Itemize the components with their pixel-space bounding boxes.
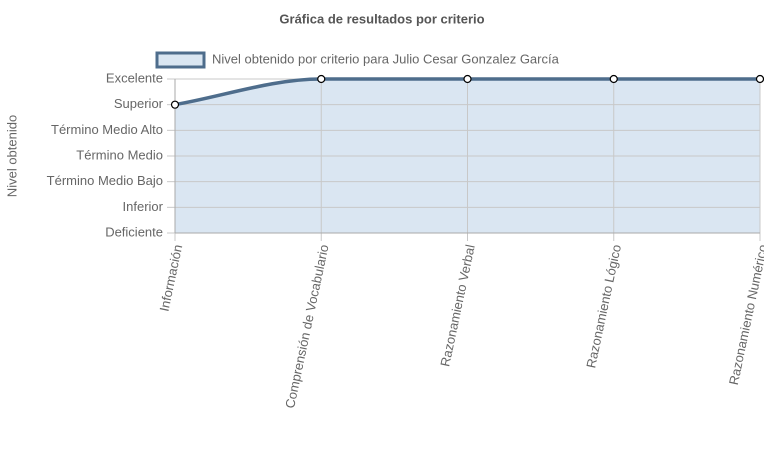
x-tick-label: Razonamiento Lógico [583,243,624,369]
y-axis-title: Nivel obtenido [4,115,19,197]
point [609,74,618,84]
x-tick-label: Razonamiento Numérico [726,243,764,386]
x-tick-label: Comprensión de Vocabulario [282,243,331,409]
y-tick-label: Término Medio Alto [51,122,163,137]
point [463,74,472,84]
y-tick-label: Término Medio Bajo [47,173,163,188]
chart-title: Gráfica de resultados por criterio [279,11,484,26]
y-tick-label: Deficiente [105,224,163,239]
y-tick-label: Inferior [123,199,164,214]
point [170,100,180,109]
y-tick-label: Excelente [106,70,163,85]
legend-label: Nivel obtenido por criterio para Julio C… [212,51,560,66]
y-tick-label: Término Medio [76,147,163,162]
y-tick-label: Superior [114,96,164,111]
legend-swatch [155,51,206,69]
x-tick-label: Razonamiento Verbal [437,243,478,368]
point [755,74,764,84]
point [317,74,326,84]
x-tick-label: Información [157,243,186,313]
